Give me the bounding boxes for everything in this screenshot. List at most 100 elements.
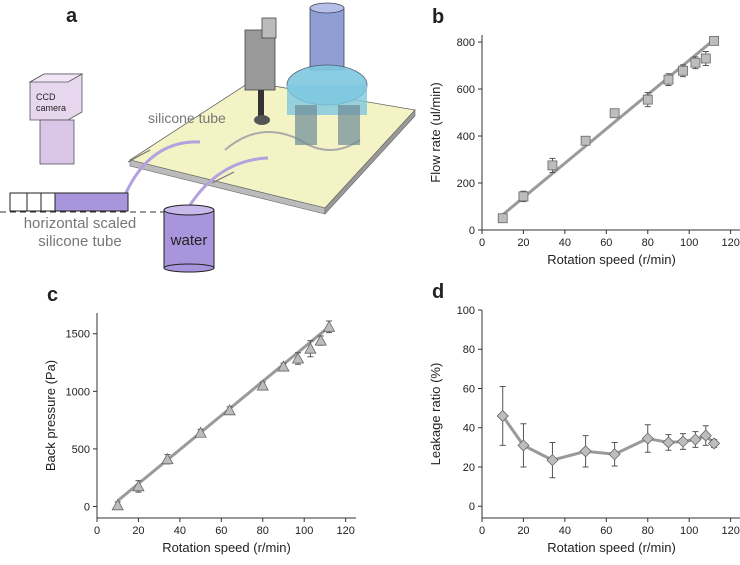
marker [690, 57, 701, 68]
y-tick-label: 80 [463, 344, 475, 356]
y-tick-label: 500 [72, 444, 90, 456]
scaled-tube-label: horizontal scaled [24, 215, 137, 232]
y-tick-label: 0 [469, 225, 475, 237]
marker [161, 452, 174, 465]
y-tick-label: 1500 [66, 329, 90, 341]
y-axis-label: Leakage ratio (%) [428, 363, 443, 466]
camera-label: camera [36, 103, 66, 113]
marker [132, 479, 145, 492]
tube-fluid [54, 192, 129, 212]
cylinder [295, 105, 317, 145]
x-tick-label: 40 [174, 525, 186, 537]
y-tick-label: 20 [463, 462, 475, 474]
marker [609, 108, 620, 119]
marker [641, 432, 654, 445]
pump [244, 29, 276, 91]
marker [662, 436, 675, 449]
tube-label: silicone tube [148, 110, 226, 126]
marker [194, 426, 207, 438]
marker [579, 445, 592, 458]
y-tick-label: 600 [457, 84, 475, 96]
water-bottom [163, 263, 215, 273]
arrow [127, 149, 151, 163]
x-tick-label: 0 [94, 525, 100, 537]
panel-label: d [432, 281, 444, 303]
scaled-tube-label: silicone tube [38, 233, 121, 250]
marker [580, 135, 591, 146]
y-tick-label: 60 [463, 383, 475, 395]
x-tick-label: 60 [600, 525, 612, 537]
marker [699, 429, 712, 442]
marker [223, 403, 236, 416]
marker [111, 499, 124, 511]
y-tick-label: 0 [469, 501, 475, 513]
y-tick-label: 40 [463, 423, 475, 435]
marker [291, 352, 305, 364]
outlet-tube [123, 140, 201, 196]
y-axis-label: Back pressure (Pa) [43, 360, 58, 471]
marker [496, 409, 509, 423]
arrow [211, 171, 235, 184]
x-tick-label: 100 [295, 525, 313, 537]
marker [608, 448, 621, 461]
marker [547, 160, 558, 171]
marker [546, 454, 559, 467]
x-tick-label: 20 [517, 525, 529, 537]
marker [322, 320, 336, 332]
x-tick-label: 40 [559, 237, 571, 249]
reservoir [309, 7, 345, 71]
y-tick-label: 800 [457, 37, 475, 49]
marker [642, 94, 653, 105]
marker [497, 213, 508, 224]
x-tick-label: 20 [132, 525, 144, 537]
marker [689, 433, 702, 446]
x-tick-label: 60 [215, 525, 227, 537]
x-axis-label: Rotation speed (r/min) [162, 540, 291, 555]
fit-line [116, 325, 331, 502]
x-tick-label: 100 [680, 525, 698, 537]
x-tick-label: 0 [479, 237, 485, 249]
camera-lens [39, 119, 75, 165]
panel-label: b [432, 6, 444, 28]
x-axis-label: Rotation speed (r/min) [547, 540, 676, 555]
chip-edge [324, 109, 416, 215]
x-tick-label: 80 [642, 237, 654, 249]
water-label: water [170, 232, 208, 249]
marker [314, 334, 327, 346]
pump-top [261, 17, 277, 39]
x-tick-label: 80 [257, 525, 269, 537]
y-tick-label: 0 [84, 501, 90, 513]
marker [709, 35, 719, 46]
setup-illustration: a CCD camera silicone tube [0, 2, 416, 273]
x-tick-label: 120 [721, 237, 739, 249]
panel-label: c [47, 284, 58, 306]
marker [518, 191, 529, 202]
marker [517, 439, 530, 452]
y-tick-label: 400 [457, 131, 475, 143]
marker [663, 74, 674, 85]
x-tick-label: 20 [517, 237, 529, 249]
y-tick-label: 200 [457, 178, 475, 190]
x-tick-label: 120 [721, 525, 739, 537]
x-tick-label: 60 [600, 237, 612, 249]
y-tick-label: 1000 [66, 386, 90, 398]
water-top [163, 204, 215, 216]
y-tick-label: 100 [457, 305, 475, 317]
x-tick-label: 40 [559, 525, 571, 537]
marker [304, 342, 317, 354]
marker [256, 379, 269, 391]
x-tick-label: 80 [642, 525, 654, 537]
y-axis-label: Flow rate (ul/min) [428, 82, 443, 182]
camera-label: CCD [36, 92, 56, 102]
x-tick-label: 0 [479, 525, 485, 537]
marker [277, 360, 290, 372]
marker [700, 53, 711, 64]
reservoir-top [309, 2, 345, 14]
marker [676, 435, 690, 448]
panel-label: a [66, 5, 78, 27]
marker [678, 65, 688, 76]
water-beaker [163, 209, 215, 269]
x-tick-label: 100 [680, 237, 698, 249]
pump-shaft [258, 90, 264, 116]
